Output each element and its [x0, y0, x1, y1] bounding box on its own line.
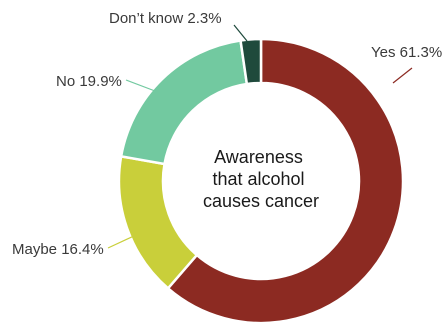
center-title: Awareness that alcohol causes cancer	[203, 147, 319, 211]
label-yes: Yes 61.3%	[371, 44, 442, 61]
slice-no	[121, 40, 247, 163]
center-title-line-1: Awareness	[214, 147, 303, 167]
leader-don-t-know	[234, 25, 247, 41]
slice-maybe	[119, 156, 197, 288]
center-title-line-2: that alcohol	[212, 169, 304, 189]
label-no: No 19.9%	[56, 73, 122, 90]
center-title-line-3: causes cancer	[203, 191, 319, 211]
label-maybe: Maybe 16.4%	[12, 241, 104, 258]
leader-yes	[393, 68, 412, 83]
leader-no	[126, 80, 155, 91]
label-don-t-know: Don’t know 2.3%	[109, 10, 222, 27]
